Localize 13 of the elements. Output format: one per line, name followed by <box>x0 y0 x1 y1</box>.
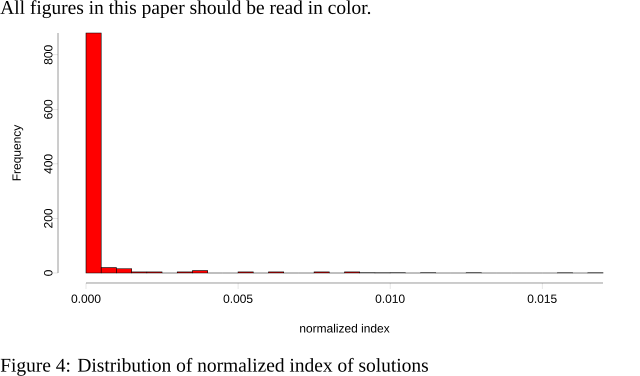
x-tick-label: 0.010 <box>376 294 405 303</box>
y-axis-title: Frequency <box>12 124 24 180</box>
x-tick-label: 0.005 <box>224 294 253 303</box>
y-tick-label: 400 <box>44 154 52 174</box>
y-tick-label: 0 <box>44 270 52 276</box>
y-tick-label: 800 <box>44 45 52 64</box>
caption: Figure 4: Distribution of normalized index of solutions <box>0 358 428 376</box>
text: All figures in this paper should be read in color. <box>0 0 370 18</box>
y-tick-label: 200 <box>44 208 52 228</box>
x-tick-label: 0.015 <box>528 294 557 303</box>
y-tick-label: 600 <box>44 100 52 119</box>
x-tick-label: 0.000 <box>72 294 100 303</box>
x-axis-title: normalized index <box>300 324 390 333</box>
